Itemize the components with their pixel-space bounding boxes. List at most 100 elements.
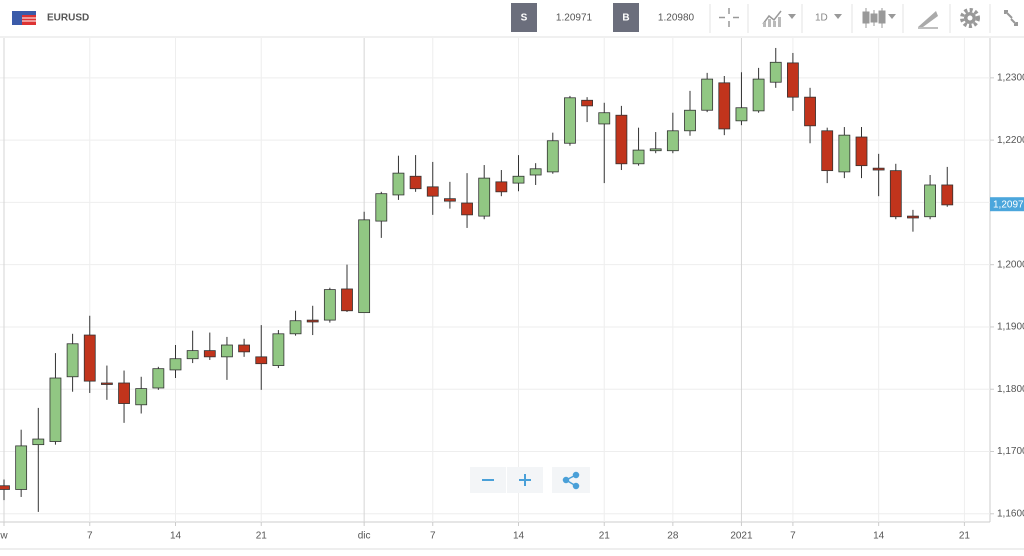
symbol[interactable]: EURUSD xyxy=(47,13,89,24)
candle-body xyxy=(855,136,868,167)
y-tick-label: 1,1600 xyxy=(997,508,1024,519)
x-tick-label: 7 xyxy=(87,531,93,542)
share-icon xyxy=(562,471,580,490)
y-tick-label: 1,1700 xyxy=(997,446,1024,457)
candle-body xyxy=(564,97,576,144)
sell-button[interactable] xyxy=(511,3,537,32)
candle-body xyxy=(0,485,10,490)
x-tick-label: 2021 xyxy=(730,531,753,542)
candle-body xyxy=(186,350,199,360)
candle-body xyxy=(666,130,679,152)
candle-body xyxy=(512,175,525,184)
axis-area xyxy=(990,38,1024,550)
candle-body xyxy=(529,168,542,176)
candle-body xyxy=(718,82,731,130)
flag-icon xyxy=(12,11,36,25)
candle-body xyxy=(838,134,851,173)
interval[interactable]: 1D xyxy=(815,13,828,24)
fullscreen-icon[interactable] xyxy=(1004,10,1018,26)
x-tick-label: 14 xyxy=(873,531,885,542)
candle-body xyxy=(341,288,353,312)
candle-body xyxy=(169,358,182,371)
x-tick-label: w xyxy=(0,531,8,542)
candle-body xyxy=(632,149,645,165)
candle-body xyxy=(306,319,319,323)
candle-body xyxy=(461,202,473,216)
candle-body xyxy=(272,333,285,366)
candle-body xyxy=(546,140,559,173)
x-tick-label: 7 xyxy=(430,531,436,542)
buy-label[interactable]: B xyxy=(622,13,629,24)
candle-body xyxy=(615,114,628,165)
x-tick-label: dic xyxy=(358,531,371,542)
draw-icon[interactable] xyxy=(918,11,938,29)
y-tick-label: 1,2200 xyxy=(997,135,1024,146)
settings-icon[interactable] xyxy=(960,8,980,28)
candle-body xyxy=(135,388,148,406)
y-tick-label: 1,1800 xyxy=(997,384,1024,395)
candle-body xyxy=(238,344,251,353)
plot: 1,16001,17001,18001,19001,20001,21001,22… xyxy=(0,38,1024,550)
candle-body xyxy=(83,334,96,382)
candle-body xyxy=(118,382,130,404)
candle-body xyxy=(392,172,405,196)
candle-body xyxy=(255,356,268,365)
separators xyxy=(709,4,991,33)
candle-body xyxy=(684,109,696,132)
candle-body xyxy=(821,130,834,172)
x-tick-label: 14 xyxy=(170,531,182,542)
y-tick-label: 1,2300 xyxy=(997,72,1024,83)
buy-price[interactable]: 1.20980 xyxy=(658,13,695,24)
candle-body xyxy=(941,184,954,206)
candle-body xyxy=(375,193,388,222)
candle-body xyxy=(787,62,799,98)
candle-body xyxy=(426,186,439,197)
candle-body xyxy=(323,289,336,321)
x-tick-label: 28 xyxy=(667,531,679,542)
x-tick-label: 21 xyxy=(959,531,971,542)
x-tick-label: 7 xyxy=(790,531,796,542)
sell-label[interactable]: S xyxy=(521,13,528,24)
x-tick-label: 21 xyxy=(599,531,611,542)
price-label: 1,20971 xyxy=(993,199,1024,210)
candle-body xyxy=(15,445,28,490)
candle-body xyxy=(649,148,662,152)
candle-body xyxy=(701,78,714,111)
candle-body xyxy=(478,177,491,217)
buy-button[interactable] xyxy=(613,3,639,32)
candle-body xyxy=(203,350,216,358)
price-label-bg xyxy=(990,197,1024,212)
toolbar: EURUSD S 1.20971 B 1.20980 1D xyxy=(0,0,1024,38)
candle-body xyxy=(49,377,62,442)
zoom-controls xyxy=(470,467,590,493)
candle-body xyxy=(289,320,302,335)
x-tick-label: 21 xyxy=(256,531,268,542)
y-tick-label: 1,2000 xyxy=(997,259,1024,270)
candle-body xyxy=(495,181,508,193)
candle-body xyxy=(32,438,45,446)
candle-body xyxy=(752,78,765,112)
chart-type-icon[interactable] xyxy=(762,10,796,27)
share[interactable] xyxy=(552,467,590,493)
y-tick-label: 1,1900 xyxy=(997,322,1024,333)
candle-body xyxy=(598,112,611,125)
candle-body xyxy=(443,198,456,202)
candle-body xyxy=(769,61,782,83)
candle-body xyxy=(358,219,371,314)
candle-body xyxy=(66,343,79,378)
candle-body xyxy=(581,99,593,107)
interval-caret[interactable] xyxy=(834,14,842,19)
candles-icon[interactable] xyxy=(862,8,896,28)
candle-body xyxy=(872,167,885,171)
crosshair-icon[interactable] xyxy=(719,8,739,27)
candle-body xyxy=(221,344,233,358)
candle-body xyxy=(101,382,113,385)
candle-body xyxy=(735,107,748,122)
sell-price[interactable]: 1.20971 xyxy=(556,13,593,24)
candle-body xyxy=(152,368,165,389)
candle-body xyxy=(924,184,936,218)
candle-body xyxy=(804,96,816,127)
candle-body xyxy=(889,170,902,218)
